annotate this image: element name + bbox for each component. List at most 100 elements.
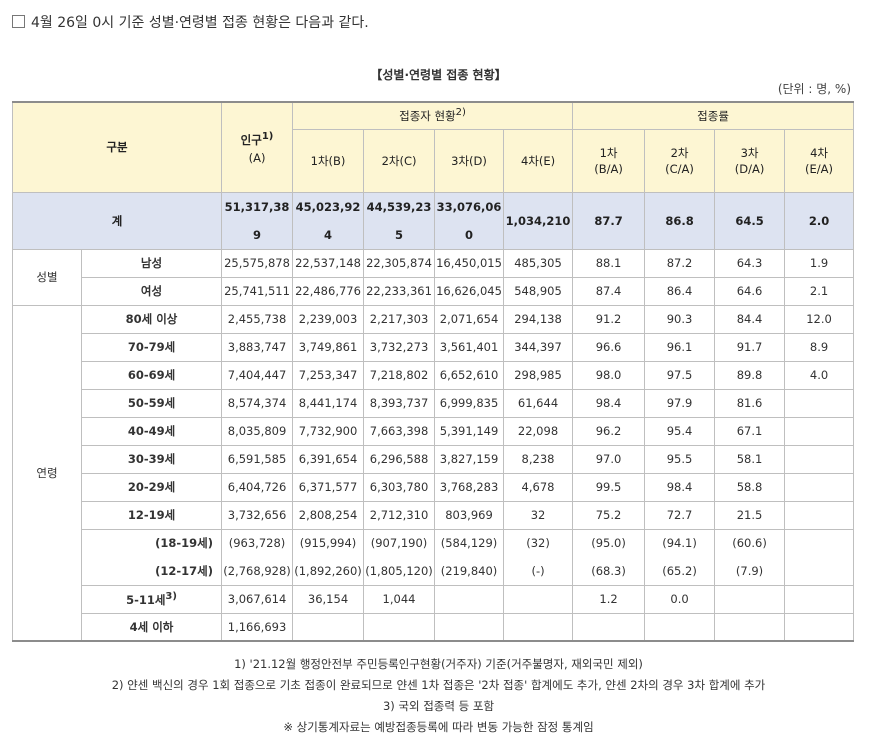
table-cell: 96.1 (644, 332, 716, 362)
table-cell: 67.1 (714, 416, 786, 446)
table-row: (12-17세) (2,768,928) (1,892,260) (1,805,120… (13, 557, 855, 586)
table-cell: 97.0 (572, 444, 646, 474)
table-cell: 2,455,738 (221, 304, 294, 334)
table-cell: (7.9) (714, 557, 786, 586)
table-cell: 96.6 (572, 332, 646, 362)
table-cell: 2.1 (784, 276, 855, 306)
table-row: 60-69세 7,404,447 7,253,347 7,218,802 6,652,6… (13, 360, 855, 390)
group-label-sex: 성별 (12, 248, 82, 306)
table-cell: 7,732,900 (292, 416, 365, 446)
table-cell: 96.2 (572, 416, 646, 446)
table-cell (784, 584, 855, 614)
table-cell: 7,404,447 (221, 360, 294, 390)
table-cell (784, 416, 855, 446)
table-cell: (1,892,260) (292, 557, 365, 586)
total-cell: 1,034,210 (503, 191, 574, 250)
table-cell (714, 584, 786, 614)
header-dose4: 4차(E) (503, 128, 574, 193)
table-cell: (32) (503, 528, 574, 557)
table-cell (784, 500, 855, 530)
row-label: 20-29세 (80, 472, 223, 502)
table-cell: (68.3) (572, 557, 646, 586)
table-cell: 2,239,003 (292, 304, 365, 334)
header-vaccinated: 접종자 현황2) (292, 101, 574, 130)
total-row: 계 51,317,389 45,023,924 44,539,235 33,07… (11, 191, 855, 250)
table-cell: 98.4 (644, 472, 716, 502)
header-rate3: 3차 (D/A) (714, 128, 786, 193)
table-cell: 8,574,374 (221, 388, 294, 418)
row-label: 60-69세 (80, 360, 223, 390)
table-cell: 87.2 (644, 248, 716, 278)
table-cell: 95.4 (644, 416, 716, 446)
table-cell: (60.6) (714, 528, 786, 557)
table-row: 70-79세 3,883,747 3,749,861 3,732,273 3,561,4… (13, 332, 855, 362)
table-cell: (219,840) (434, 557, 505, 586)
table-cell: 16,450,015 (434, 248, 505, 278)
header-population: 인구1) (A) (221, 101, 294, 193)
footnotes: 1) '21.12월 행정안전부 주민등록인구현황(거주자) 기준(거주불명자,… (0, 654, 877, 738)
table-cell: 22,486,776 (292, 276, 365, 306)
table-cell (784, 388, 855, 418)
total-cell: 86.8 (644, 191, 716, 250)
row-label: 30-39세 (80, 444, 223, 474)
table-row: 40-49세 8,035,809 7,732,900 7,663,398 5,391,1… (13, 416, 855, 446)
table-cell: (1,805,120) (363, 557, 436, 586)
table-cell: 298,985 (503, 360, 574, 390)
table-cell: 4,678 (503, 472, 574, 502)
table-cell (784, 528, 855, 557)
table-cell: 91.7 (714, 332, 786, 362)
table-cell: 6,591,585 (221, 444, 294, 474)
table-cell: 8,393,737 (363, 388, 436, 418)
table-cell: 16,626,045 (434, 276, 505, 306)
row-label: 70-79세 (80, 332, 223, 362)
header-rate4: 4차 (E/A) (784, 128, 855, 193)
table-cell: 22,098 (503, 416, 574, 446)
table-cell: 95.5 (644, 444, 716, 474)
table-cell: 89.8 (714, 360, 786, 390)
row-label: 남성 (80, 248, 223, 278)
table-cell: 485,305 (503, 248, 574, 278)
table-cell: 72.7 (644, 500, 716, 530)
table-row: 20-29세 6,404,726 6,371,577 6,303,780 3,768,2… (13, 472, 855, 502)
table-cell: (94.1) (644, 528, 716, 557)
table-row: (18-19세) (963,728) (915,994) (907,190) (584,… (13, 528, 855, 557)
table-cell: 548,905 (503, 276, 574, 306)
table-cell: 22,305,874 (363, 248, 436, 278)
table-cell: 2,071,654 (434, 304, 505, 334)
table-row: 연령 80세 이상 2,455,738 2,239,003 2,217,303 2,071… (12, 304, 855, 642)
table-cell: 6,371,577 (292, 472, 365, 502)
table-cell: 1.9 (784, 248, 855, 278)
table-cell: 36,154 (292, 584, 365, 614)
table-cell: 3,827,159 (434, 444, 505, 474)
table-row: 성별 남성 25,575,878 22,537,148 22,305,874 16,450… (12, 248, 855, 306)
table-cell: (915,994) (292, 528, 365, 557)
row-label: 40-49세 (80, 416, 223, 446)
table-cell: (95.0) (572, 528, 646, 557)
table-cell: 61,644 (503, 388, 574, 418)
table-cell: 6,404,726 (221, 472, 294, 502)
table-cell: 88.1 (572, 248, 646, 278)
table-cell: 8.9 (784, 332, 855, 362)
table-cell: 3,883,747 (221, 332, 294, 362)
table-cell (363, 612, 436, 642)
group-label-age: 연령 (12, 304, 82, 642)
table-cell: 8,035,809 (221, 416, 294, 446)
table-cell: 1,166,693 (221, 612, 294, 642)
table-cell: 25,741,511 (221, 276, 294, 306)
footnote: ※ 상기통계자료는 예방접종등록에 따라 변동 가능한 잠정 통계임 (283, 720, 594, 734)
table-cell: 3,732,656 (221, 500, 294, 530)
total-cell: 51,317,389 (221, 191, 294, 250)
table-cell (503, 584, 574, 614)
checkbox-square-icon (12, 15, 25, 28)
table-cell (784, 612, 855, 642)
table-cell: 22,537,148 (292, 248, 365, 278)
table-cell: 6,303,780 (363, 472, 436, 502)
table-cell: 2,808,254 (292, 500, 365, 530)
table-cell (503, 612, 574, 642)
table-cell: 91.2 (572, 304, 646, 334)
table-cell: 344,397 (503, 332, 574, 362)
table-row: 4세 이하 1,166,693 (13, 612, 855, 642)
table-cell: 1.2 (572, 584, 646, 614)
table-cell: 8,238 (503, 444, 574, 474)
table-cell: 97.5 (644, 360, 716, 390)
